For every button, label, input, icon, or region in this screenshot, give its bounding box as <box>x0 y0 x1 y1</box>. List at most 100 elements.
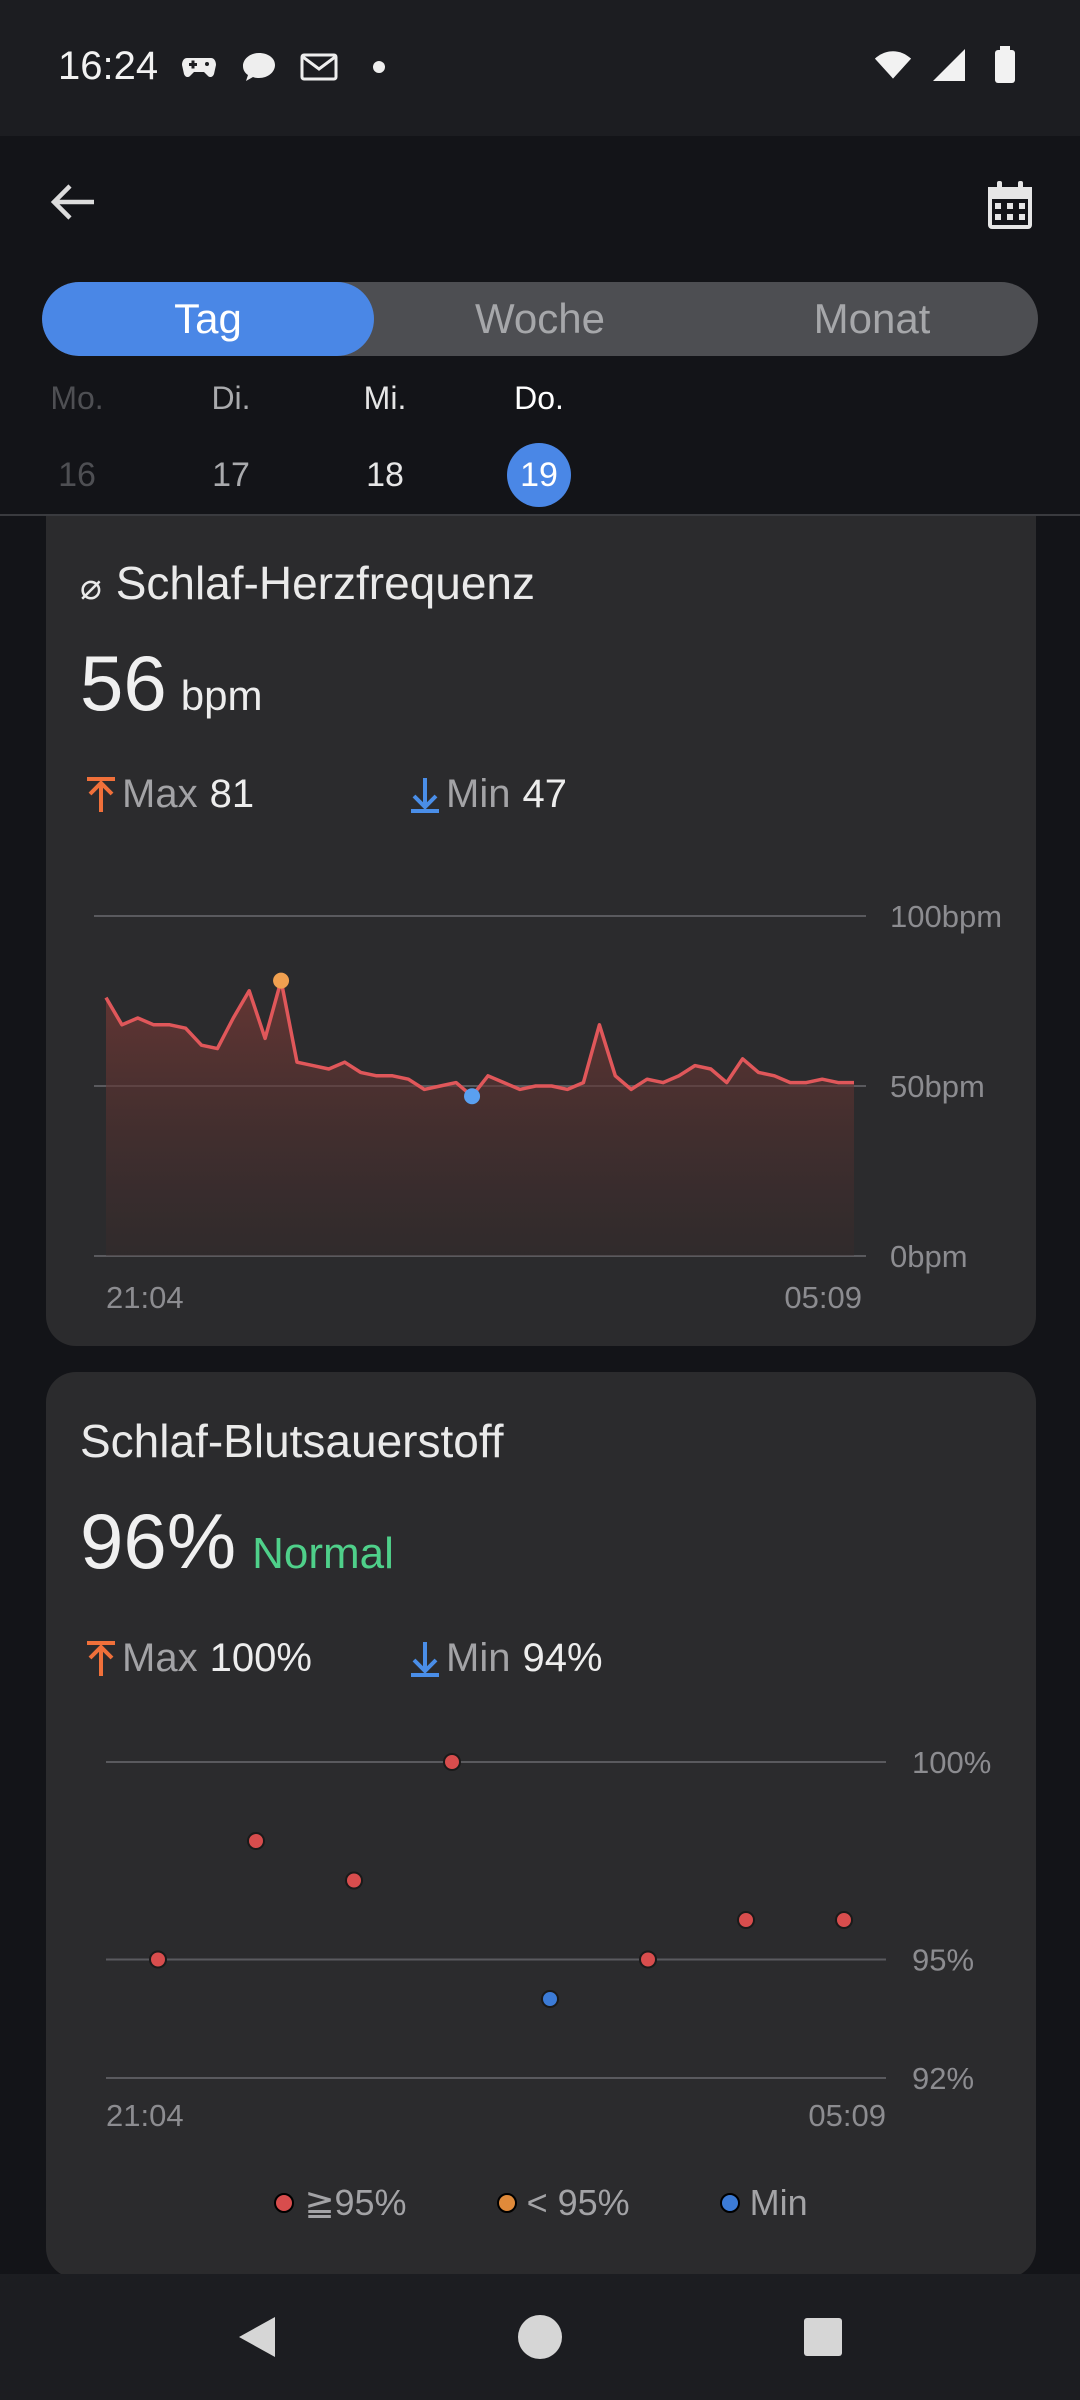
nav-recents-button[interactable] <box>788 2302 858 2372</box>
spo2-max: Max 100% <box>84 1636 312 1681</box>
y-tick-label: 95% <box>912 1943 974 1978</box>
y-tick-label: 0bpm <box>890 1239 968 1274</box>
wifi-icon <box>874 46 912 84</box>
heart-rate-chart: 100bpm 50bpm 0bpm 21:04 05:09 <box>94 899 1002 1315</box>
game-controller-icon <box>180 48 218 86</box>
sleep-blood-oxygen-card[interactable]: Schlaf-Blutsauerstoff 96% Normal Max 100% … <box>46 1372 1036 2278</box>
calendar-button[interactable] <box>980 176 1040 236</box>
spo2-min: Min 94% <box>408 1636 603 1681</box>
notification-icons <box>180 48 398 86</box>
spo2-point <box>443 1753 461 1771</box>
x-tick-label-end: 05:09 <box>784 1280 862 1315</box>
day-item-do[interactable]: Do. 19 <box>489 380 589 507</box>
tab-monat[interactable]: Monat <box>813 295 931 342</box>
header-divider <box>0 514 1080 516</box>
spo2-number: 96% <box>80 1497 237 1585</box>
cell-signal-icon <box>930 46 968 84</box>
arrow-down-min-icon <box>411 1641 439 1677</box>
mail-icon <box>300 48 338 86</box>
nav-back-button[interactable] <box>222 2302 292 2372</box>
spo2-point <box>345 1871 363 1890</box>
spo2-point <box>541 1990 559 2008</box>
day-number: 16 <box>58 456 96 494</box>
calendar-icon <box>988 181 1032 229</box>
day-selector: Mo. 16 Di. 17 Mi. 18 Do. 19 <box>0 380 1080 510</box>
day-item-mo[interactable]: Mo. 16 <box>27 380 127 507</box>
spo2-point <box>639 1950 657 1969</box>
legend-label: ≧95% <box>304 2182 407 2223</box>
min-label: Min <box>446 1636 511 1680</box>
min-point-marker <box>464 1088 481 1105</box>
spo2-value: 96% Normal <box>80 1496 394 1587</box>
max-label: Max <box>122 1636 198 1680</box>
spo2-point <box>737 1911 755 1929</box>
y-tick-label: 100% <box>912 1745 991 1780</box>
more-notifications-dot-icon <box>360 48 398 86</box>
day-name: Do. <box>514 380 564 416</box>
tab-woche[interactable]: Woche <box>475 295 605 342</box>
day-number-selected: 19 <box>507 443 571 507</box>
legend-item-low: < 95% <box>496 2182 630 2224</box>
day-name: Di. <box>211 380 251 416</box>
max-value: 100% <box>209 1636 312 1680</box>
legend-dot <box>274 2193 295 2213</box>
heart-rate-area <box>106 980 854 1256</box>
card-title: Schlaf-Blutsauerstoff <box>80 1415 504 1467</box>
status-time: 16:24 <box>58 44 159 88</box>
legend-dot <box>719 2193 740 2213</box>
day-number: 18 <box>366 456 404 494</box>
blood-oxygen-chart: 100% 95% 92% 21:04 05:09 <box>106 1745 991 2133</box>
square-recents-icon <box>804 2318 842 2356</box>
y-tick-label: 92% <box>912 2061 974 2096</box>
spo2-status: Normal <box>252 1529 394 1578</box>
navigation-bar <box>0 2274 1080 2400</box>
spo2-point <box>835 1911 853 1929</box>
system-status-icons <box>874 46 1024 84</box>
heart-rate-value: 56 bpm <box>80 638 262 729</box>
heart-rate-line <box>104 978 854 1098</box>
circle-home-icon <box>518 2315 562 2359</box>
legend-dot <box>496 2193 517 2213</box>
battery-icon <box>986 46 1024 84</box>
day-name: Mo. <box>50 380 104 416</box>
sleep-heart-rate-card[interactable]: ⌀ Schlaf-Herzfrequenz 56 bpm Max 81 Min 47 1… <box>46 516 1036 1346</box>
spo2-point <box>247 1832 265 1850</box>
min-label: Min <box>446 772 511 816</box>
heart-rate-number: 56 <box>80 639 167 727</box>
heart-rate-max: Max 81 <box>84 772 254 817</box>
tab-tag[interactable]: Tag <box>42 282 374 356</box>
max-value: 81 <box>209 772 255 816</box>
arrow-up-max-icon <box>87 1640 115 1676</box>
min-value: 47 <box>522 772 567 816</box>
day-number: 17 <box>212 456 250 494</box>
legend-item-min: Min <box>719 2182 808 2224</box>
arrow-down-min-icon <box>411 777 439 813</box>
average-symbol: ⌀ <box>80 566 102 607</box>
status-bar: 16:24 <box>0 0 1080 136</box>
min-value: 94% <box>522 1636 603 1680</box>
x-tick-label-start: 21:04 <box>106 1280 184 1315</box>
x-tick-label-end: 05:09 <box>808 2098 886 2133</box>
day-item-di[interactable]: Di. 17 <box>181 380 281 507</box>
max-point-marker <box>273 972 290 989</box>
max-label: Max <box>122 772 198 816</box>
nav-home-button[interactable] <box>505 2302 575 2372</box>
triangle-back-icon <box>239 2317 275 2357</box>
y-tick-label: 100bpm <box>890 899 1002 934</box>
x-tick-label-start: 21:04 <box>106 2098 184 2133</box>
legend-label: Min <box>749 2182 808 2223</box>
card-title-text: Schlaf-Herzfrequenz <box>115 557 535 609</box>
back-button[interactable] <box>44 172 104 232</box>
y-tick-label: 50bpm <box>890 1069 985 1104</box>
day-item-mi[interactable]: Mi. 18 <box>335 380 435 507</box>
spo2-point <box>149 1950 167 1969</box>
card-title: ⌀ Schlaf-Herzfrequenz <box>80 556 535 610</box>
day-name: Mi. <box>363 380 407 416</box>
arrow-left-icon <box>50 184 94 220</box>
heart-rate-unit: bpm <box>180 672 263 719</box>
arrow-up-max-icon <box>87 776 115 812</box>
heart-rate-min: Min 47 <box>408 772 567 817</box>
period-tabs: Tag Woche Monat <box>42 282 1038 356</box>
legend-label: < 95% <box>526 2182 630 2223</box>
legend-item-normal: ≧95% <box>274 2182 407 2224</box>
